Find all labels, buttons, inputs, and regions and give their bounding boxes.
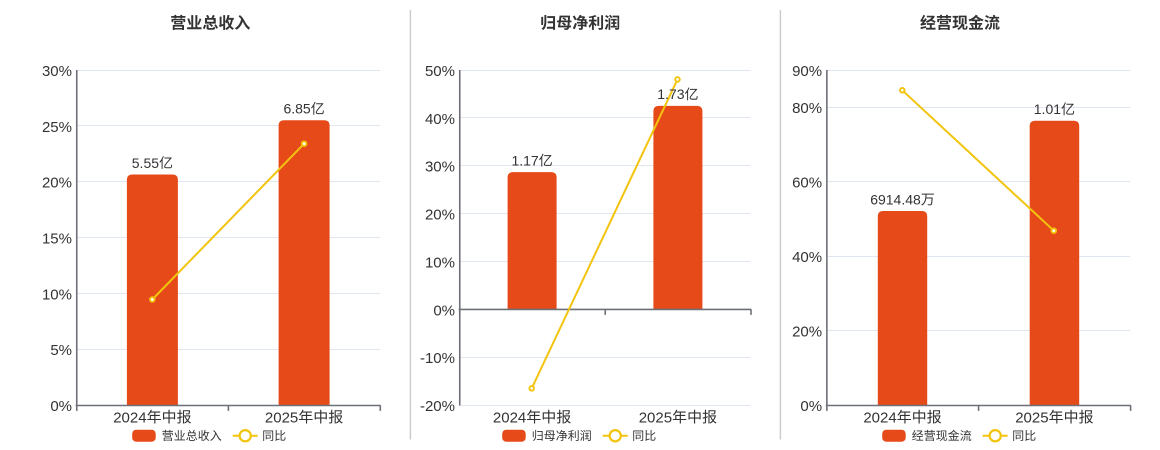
svg-text:5.55: 5.55 (132, 155, 159, 171)
svg-text:10%: 10% (42, 286, 72, 303)
svg-text:60%: 60% (792, 175, 822, 192)
svg-text:30%: 30% (425, 159, 455, 176)
svg-text:10%: 10% (425, 254, 455, 271)
svg-text:20%: 20% (425, 207, 455, 224)
svg-text:20%: 20% (42, 175, 72, 192)
svg-text:25%: 25% (42, 119, 72, 136)
svg-text:1.17: 1.17 (511, 152, 538, 168)
svg-text:2024: 2024 (493, 409, 526, 426)
svg-text:0%: 0% (433, 302, 455, 319)
svg-text:30%: 30% (42, 63, 72, 80)
svg-text:1.73: 1.73 (657, 86, 684, 102)
svg-text:-20%: -20% (420, 398, 455, 415)
svg-text:2024: 2024 (863, 409, 896, 426)
svg-text:6.85: 6.85 (283, 101, 310, 117)
svg-text:20%: 20% (792, 324, 822, 341)
svg-text:1.01: 1.01 (1034, 101, 1061, 117)
svg-text:40%: 40% (425, 111, 455, 128)
svg-text:6914.48: 6914.48 (870, 191, 921, 207)
svg-text:50%: 50% (425, 63, 455, 80)
svg-text:0%: 0% (50, 398, 72, 415)
svg-text:40%: 40% (792, 249, 822, 266)
svg-text:5%: 5% (50, 342, 72, 359)
svg-text:2025: 2025 (265, 409, 298, 426)
svg-text:2025: 2025 (639, 409, 672, 426)
svg-text:15%: 15% (42, 231, 72, 248)
svg-text:2024: 2024 (113, 409, 146, 426)
svg-text:2025: 2025 (1015, 409, 1048, 426)
svg-text:90%: 90% (792, 63, 822, 80)
svg-text:0%: 0% (800, 398, 822, 415)
svg-text:80%: 80% (792, 100, 822, 117)
svg-text:-10%: -10% (420, 350, 455, 367)
